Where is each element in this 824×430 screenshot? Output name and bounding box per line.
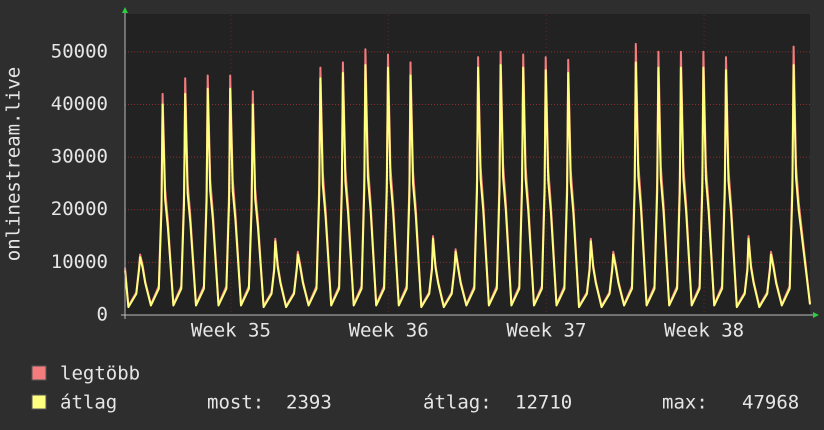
x-tick-label: Week 37 <box>506 320 586 342</box>
legend-label: átlag <box>60 392 117 414</box>
y-tick-label: 50000 <box>51 40 108 62</box>
axis-arrow <box>813 312 819 318</box>
x-tick-label: Week 38 <box>664 320 744 342</box>
stat-value: 2393 <box>286 392 332 414</box>
y-axis-label: onlinestream.live <box>3 67 25 261</box>
stat-value: 47968 <box>742 392 799 414</box>
y-tick-label: 40000 <box>51 93 108 115</box>
stat-label: átlag: <box>423 392 492 414</box>
legend-swatch <box>31 365 47 381</box>
legend-swatch <box>31 394 47 410</box>
x-tick-label: Week 35 <box>191 320 271 342</box>
y-tick-label: 0 <box>97 304 108 326</box>
stat-label: most: <box>207 392 264 414</box>
series-line <box>124 61 811 309</box>
y-tick-label: 10000 <box>51 251 108 273</box>
y-tick-label: 30000 <box>51 146 108 168</box>
stat-label: max: <box>662 392 708 414</box>
x-tick-label: Week 36 <box>349 320 429 342</box>
y-tick-label: 20000 <box>51 198 108 220</box>
legend-label: legtöbb <box>60 363 140 385</box>
axis-arrow <box>122 7 128 13</box>
stat-value: 12710 <box>515 392 572 414</box>
